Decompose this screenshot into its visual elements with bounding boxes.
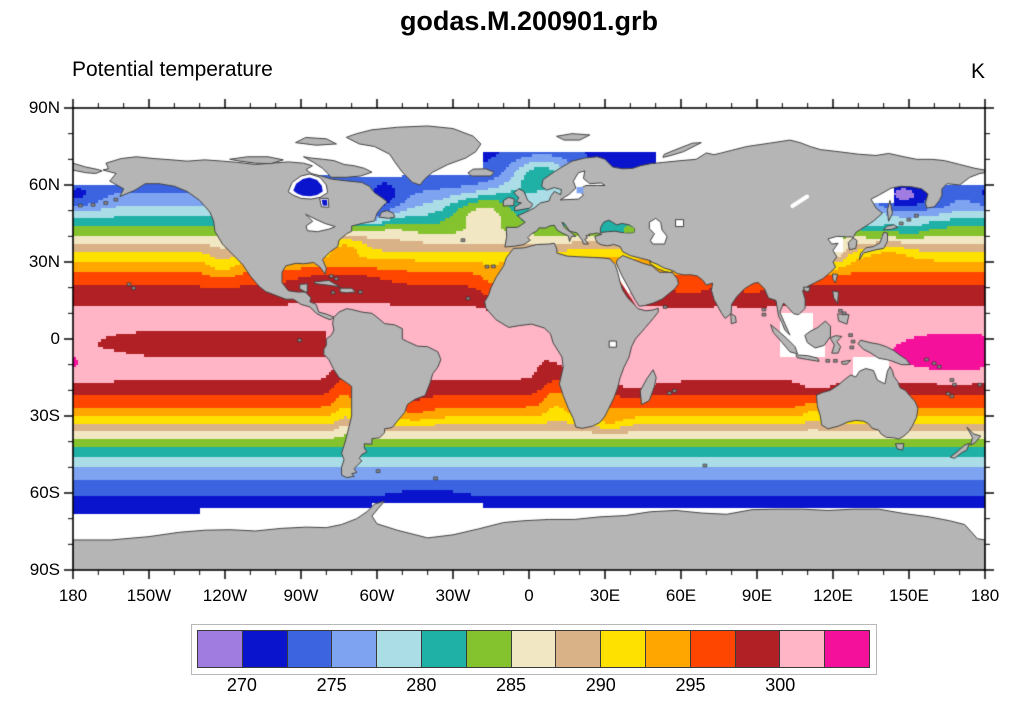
x-axis-tick-label: 30W [435, 586, 471, 605]
colorbar-swatch [241, 630, 288, 668]
y-axis-tick-label: 30N [28, 252, 60, 271]
colorbar-swatch [555, 630, 602, 668]
colorbar-tick-label: 275 [316, 675, 347, 695]
colorbar-frame [191, 624, 877, 675]
figure-title: godas.M.200901.grb [399, 6, 659, 36]
x-axis-tick-label: 150E [889, 586, 929, 605]
colorbar-swatch [689, 630, 736, 668]
x-axis-tick-label: 180 [58, 586, 88, 605]
colorbar-swatch [420, 630, 467, 668]
colorbar-swatch [644, 630, 691, 668]
colorbar-swatch [510, 630, 557, 668]
colorbar-swatch [331, 630, 378, 668]
x-axis-tick-label: 90W [283, 586, 319, 605]
x-axis-tick-label: 180 [970, 586, 1000, 605]
colorbar-swatch [465, 630, 512, 668]
colorbar [197, 630, 870, 668]
colorbar-swatch [286, 630, 333, 668]
y-axis-tick-label: 60N [28, 175, 60, 194]
colorbar-tick-label: 300 [765, 675, 796, 695]
variable-label: Potential temperature [72, 58, 273, 81]
y-axis-tick-label: 0 [50, 329, 60, 348]
x-axis-tick-label: 0 [524, 586, 534, 605]
y-axis-tick-label: 90N [28, 98, 60, 117]
y-axis-tick-label: 90S [29, 560, 60, 579]
x-axis-tick-label: 60W [359, 586, 395, 605]
x-axis-tick-label: 120W [202, 586, 248, 605]
colorbar-swatch [197, 630, 243, 668]
x-axis-tick-label: 60E [665, 586, 697, 605]
x-axis-tick-label: 90E [741, 586, 773, 605]
colorbar-swatch [779, 630, 826, 668]
colorbar-tick-label: 285 [496, 675, 527, 695]
colorbar-tick-label: 295 [675, 675, 706, 695]
units-label: K [970, 60, 985, 83]
colorbar-swatch [824, 630, 870, 668]
colorbar-tick-label: 270 [226, 675, 257, 695]
x-axis-tick-label: 150W [126, 586, 172, 605]
colorbar-tick-label: 280 [406, 675, 437, 695]
colorbar-swatch [376, 630, 422, 668]
x-axis-tick-label: 30E [589, 586, 621, 605]
colorbar-swatch [600, 630, 646, 668]
y-axis-tick-label: 60S [29, 483, 60, 502]
colorbar-tick-label: 290 [585, 675, 616, 695]
x-axis-tick-label: 120E [813, 586, 853, 605]
colorbar-swatch [734, 630, 781, 668]
y-axis-tick-label: 30S [29, 406, 60, 425]
